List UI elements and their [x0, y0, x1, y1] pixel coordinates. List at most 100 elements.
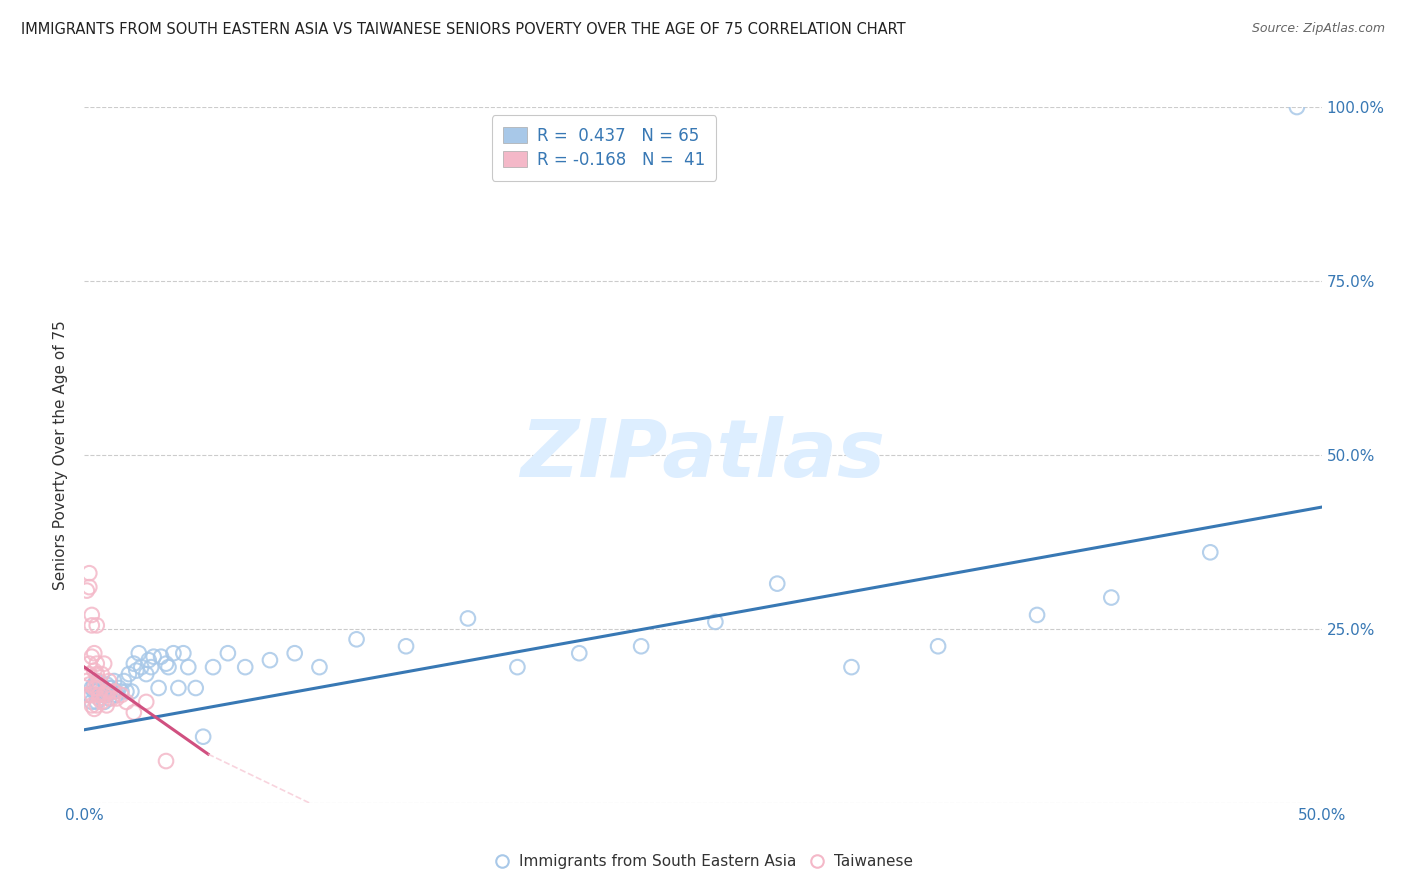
Point: [202, 660, 225, 674]
Point: [80, 681, 103, 695]
Point: [506, 660, 529, 674]
Point: [841, 660, 863, 674]
Point: [259, 653, 281, 667]
Text: Source: ZipAtlas.com: Source: ZipAtlas.com: [1251, 22, 1385, 36]
Point: [96, 677, 118, 691]
Point: [1026, 607, 1049, 622]
Point: [103, 684, 125, 698]
Point: [346, 632, 368, 647]
Point: [457, 611, 479, 625]
Point: [93, 695, 115, 709]
Point: [93, 657, 115, 671]
Point: [90, 667, 112, 681]
Point: [155, 754, 177, 768]
Point: [1099, 591, 1122, 605]
Point: [83, 677, 105, 691]
Point: [79, 580, 101, 594]
Point: [89, 674, 111, 689]
Point: [135, 695, 157, 709]
Point: [122, 657, 145, 671]
Point: [80, 695, 103, 709]
Point: [86, 667, 108, 681]
Point: [79, 667, 101, 681]
Point: [110, 684, 132, 698]
Point: [162, 646, 184, 660]
Point: [98, 674, 121, 689]
Point: [927, 639, 949, 653]
Point: [96, 698, 118, 713]
Point: [80, 698, 103, 713]
Point: [86, 657, 108, 671]
Point: [103, 674, 125, 689]
Point: [128, 646, 150, 660]
Point: [177, 660, 200, 674]
Point: [98, 691, 121, 706]
Point: [90, 695, 112, 709]
Point: [86, 684, 108, 698]
Point: [89, 688, 111, 702]
Point: [1199, 545, 1222, 559]
Point: [157, 660, 180, 674]
Point: [83, 702, 105, 716]
Point: [308, 660, 330, 674]
Point: [76, 583, 98, 598]
Point: [129, 660, 152, 674]
Point: [150, 649, 173, 664]
Point: [184, 681, 207, 695]
Point: [108, 681, 131, 695]
Point: [122, 706, 145, 720]
Point: [100, 691, 122, 706]
Point: [93, 684, 115, 698]
Text: IMMIGRANTS FROM SOUTH EASTERN ASIA VS TAIWANESE SENIORS POVERTY OVER THE AGE OF : IMMIGRANTS FROM SOUTH EASTERN ASIA VS TA…: [21, 22, 905, 37]
Point: [142, 649, 165, 664]
Point: [172, 646, 194, 660]
Text: ZIPatlas: ZIPatlas: [520, 416, 886, 494]
Point: [148, 681, 170, 695]
Point: [83, 646, 105, 660]
Point: [105, 688, 128, 702]
Point: [120, 684, 142, 698]
Point: [112, 674, 135, 689]
Point: [79, 566, 101, 581]
Point: [105, 691, 128, 706]
Point: [89, 691, 111, 706]
Point: [115, 695, 138, 709]
Point: [630, 639, 652, 653]
Point: [284, 646, 307, 660]
Point: [138, 653, 160, 667]
Point: [86, 695, 108, 709]
Point: [704, 615, 727, 629]
Point: [90, 688, 112, 702]
Point: [80, 649, 103, 664]
Point: [89, 691, 111, 706]
Point: [93, 688, 115, 702]
Point: [125, 664, 148, 678]
Point: [79, 657, 101, 671]
Point: [568, 646, 591, 660]
Point: [115, 684, 138, 698]
Point: [76, 674, 98, 689]
Point: [98, 684, 121, 698]
Point: [96, 688, 118, 702]
Point: [89, 681, 111, 695]
Point: [1285, 100, 1308, 114]
Point: [86, 618, 108, 632]
Point: [135, 667, 157, 681]
Point: [98, 681, 121, 695]
Point: [217, 646, 239, 660]
Y-axis label: Seniors Poverty Over the Age of 75: Seniors Poverty Over the Age of 75: [53, 320, 69, 590]
Point: [86, 681, 108, 695]
Point: [83, 684, 105, 698]
Point: [96, 684, 118, 698]
Point: [155, 657, 177, 671]
Point: [100, 681, 122, 695]
Point: [233, 660, 256, 674]
Point: [79, 677, 101, 691]
Point: [103, 684, 125, 698]
Point: [83, 681, 105, 695]
Point: [141, 660, 163, 674]
Point: [191, 730, 214, 744]
Point: [76, 688, 98, 702]
Point: [86, 698, 108, 713]
Legend: Immigrants from South Eastern Asia, Taiwanese: Immigrants from South Eastern Asia, Taiw…: [486, 848, 920, 875]
